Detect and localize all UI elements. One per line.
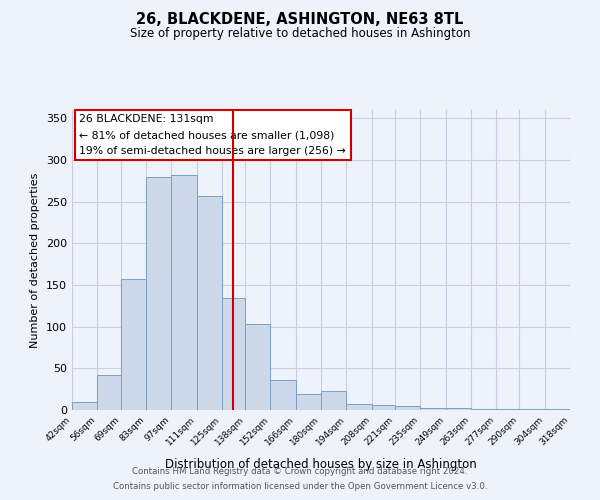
Y-axis label: Number of detached properties: Number of detached properties: [31, 172, 40, 348]
Bar: [395, 406, 420, 410]
Text: 26 BLACKDENE: 131sqm
← 81% of detached houses are smaller (1,098)
19% of semi-de: 26 BLACKDENE: 131sqm ← 81% of detached h…: [79, 114, 346, 156]
Text: Size of property relative to detached houses in Ashington: Size of property relative to detached ho…: [130, 28, 470, 40]
Bar: [271, 380, 296, 410]
Bar: [371, 405, 395, 410]
Text: Contains HM Land Registry data © Crown copyright and database right 2024.: Contains HM Land Registry data © Crown c…: [132, 467, 468, 476]
Bar: [121, 279, 146, 410]
Bar: [296, 394, 321, 410]
Bar: [445, 408, 471, 410]
Bar: [171, 175, 197, 410]
X-axis label: Distribution of detached houses by size in Ashington: Distribution of detached houses by size …: [165, 458, 477, 471]
Bar: [72, 402, 97, 410]
Bar: [346, 404, 371, 410]
Bar: [222, 298, 245, 410]
Bar: [520, 409, 545, 410]
Bar: [197, 196, 222, 410]
Bar: [146, 176, 171, 410]
Bar: [245, 324, 271, 410]
Bar: [545, 409, 570, 410]
Bar: [321, 391, 346, 410]
Bar: [97, 375, 121, 410]
Bar: [471, 409, 496, 410]
Text: 26, BLACKDENE, ASHINGTON, NE63 8TL: 26, BLACKDENE, ASHINGTON, NE63 8TL: [136, 12, 464, 28]
Bar: [420, 408, 445, 410]
Bar: [496, 409, 520, 410]
Text: Contains public sector information licensed under the Open Government Licence v3: Contains public sector information licen…: [113, 482, 487, 491]
